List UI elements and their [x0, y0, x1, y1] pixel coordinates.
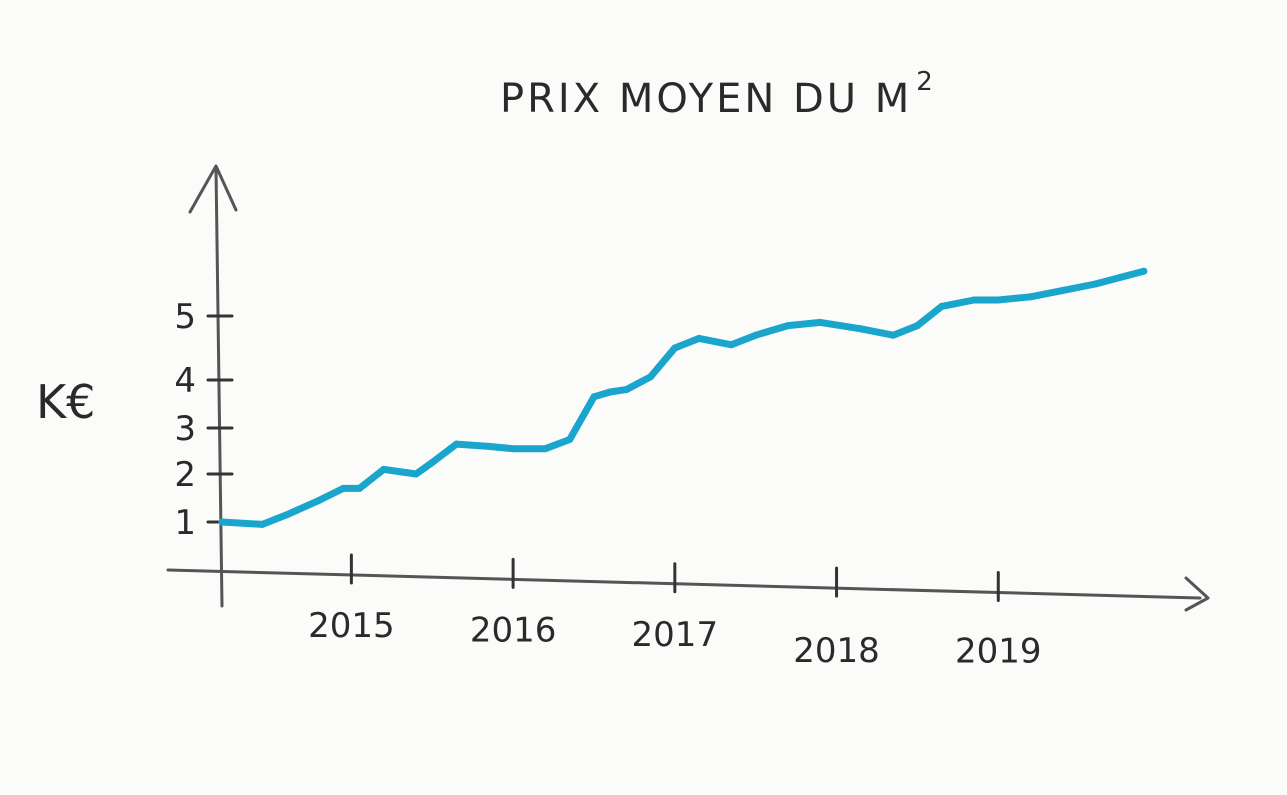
series-point: [889, 331, 897, 339]
x-tick-label: 2016: [470, 610, 557, 650]
series-point: [509, 445, 517, 453]
x-tick-label: 2018: [793, 631, 880, 671]
chart-title-main: PRIX MOYEN DU M: [500, 76, 912, 122]
series-point: [1027, 293, 1035, 301]
series-point: [566, 436, 574, 443]
y-tick-label: 4: [174, 361, 196, 401]
y-ticks: 1 2 3 4 5: [174, 297, 234, 543]
x-tick-label: 2019: [955, 632, 1042, 672]
series-group: [218, 267, 1148, 528]
x-axis: [166, 568, 1202, 600]
series-point: [453, 440, 460, 448]
series-point: [590, 393, 598, 401]
series-point: [1140, 267, 1148, 275]
series-point: [994, 296, 1002, 304]
y-axis-arrowhead: [188, 164, 238, 214]
y-tick-label: 5: [174, 297, 196, 337]
series-point: [784, 322, 792, 330]
series-point: [752, 331, 760, 339]
series-point: [671, 344, 679, 352]
x-tick-label: 2015: [308, 606, 395, 646]
series-point: [622, 386, 630, 394]
series-point: [1091, 280, 1099, 288]
series-point: [339, 484, 347, 492]
series-point: [938, 302, 946, 310]
x-ticks: 2015 2016 2017 2018 2019: [308, 553, 1042, 672]
x-tick-label: 2017: [632, 615, 719, 655]
y-tick-label: 3: [174, 409, 196, 449]
series-point: [412, 470, 420, 478]
series-point: [727, 341, 735, 349]
y-tick-label: 2: [174, 455, 196, 495]
y-axis: [214, 166, 224, 608]
series-point: [1059, 286, 1067, 294]
series-point: [428, 459, 436, 466]
chart-title-superscript: 2: [916, 67, 936, 97]
series-point: [355, 484, 363, 492]
series-point: [380, 465, 388, 473]
series-point: [258, 520, 266, 528]
series-point: [970, 296, 978, 304]
series-point: [816, 318, 824, 326]
y-tick-label: 1: [174, 503, 196, 543]
series-point: [647, 373, 655, 381]
series-point: [695, 334, 703, 342]
series-point: [218, 518, 226, 526]
series-point: [315, 496, 323, 504]
series-point: [283, 511, 291, 519]
x-axis-arrowhead: [1184, 576, 1210, 612]
series-point: [541, 445, 549, 453]
series-point: [606, 388, 614, 396]
series-point: [857, 325, 865, 333]
series-point: [485, 442, 493, 450]
y-axis-label: K€: [36, 375, 95, 429]
series-point: [913, 322, 921, 330]
series-point: [1116, 274, 1124, 282]
